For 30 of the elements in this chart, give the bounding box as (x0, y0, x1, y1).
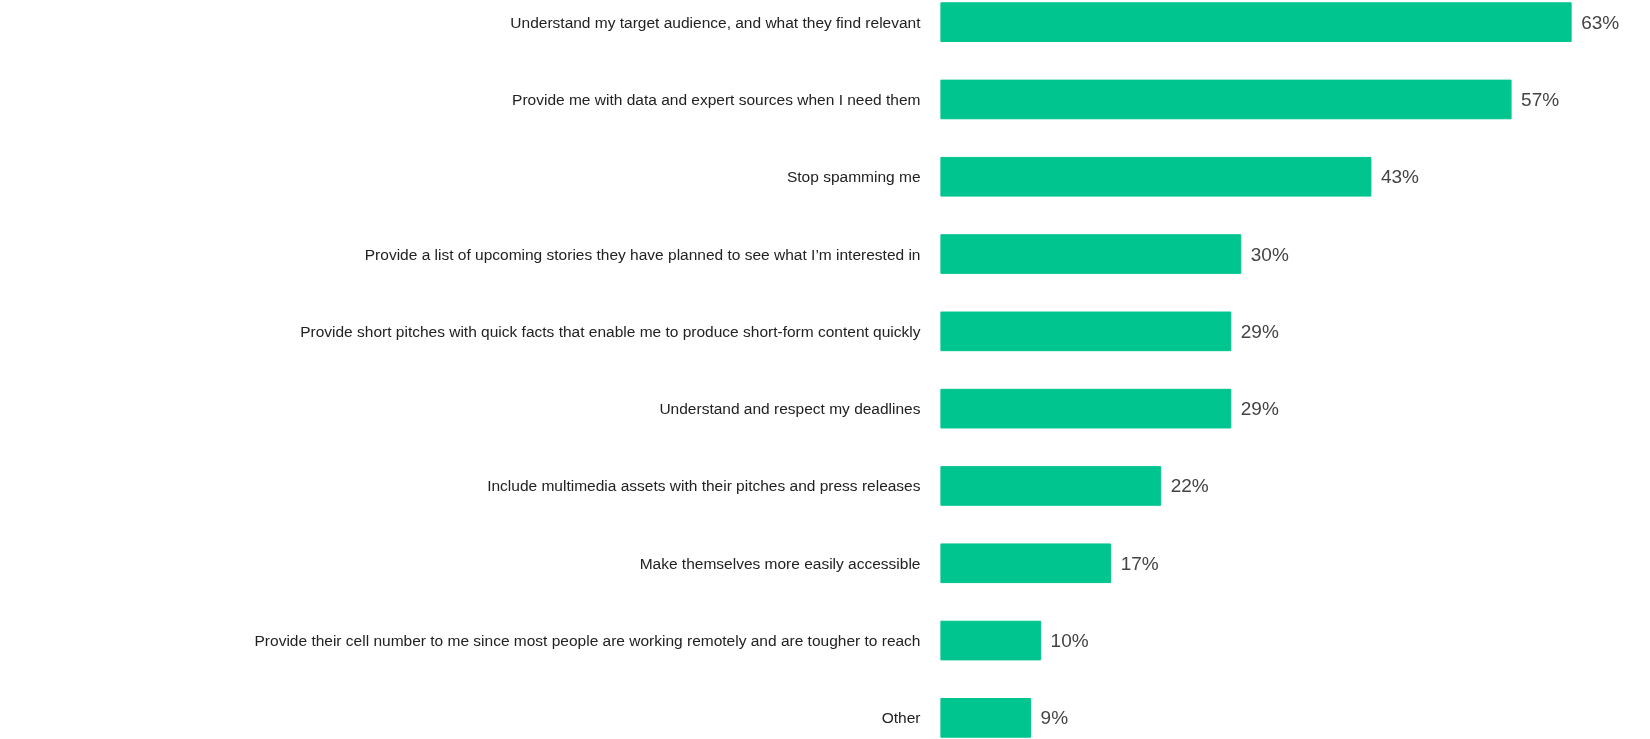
bar (940, 466, 1162, 506)
bar (940, 388, 1232, 429)
y-tick-label: Stop spamming me (786, 168, 921, 186)
y-tick-label: Other (881, 709, 921, 727)
data-label: 22% (1170, 475, 1209, 497)
data-label: 30% (1250, 243, 1289, 265)
data-label: 10% (1050, 630, 1089, 652)
data-label: 63% (1581, 11, 1620, 33)
bar (940, 79, 1512, 120)
bar (940, 311, 1232, 352)
bar (940, 234, 1242, 274)
data-label: 57% (1521, 88, 1560, 110)
bar (940, 543, 1112, 584)
y-tick-label: Understand and respect my deadlines (659, 400, 921, 418)
data-label: 17% (1120, 552, 1159, 574)
bar (940, 2, 1572, 42)
y-tick-label: Understand my target audience, and what they find relevant (510, 13, 922, 31)
bar (940, 620, 1042, 661)
bar (940, 698, 1032, 738)
data-label: 9% (1040, 707, 1069, 729)
y-tick-label: Include multimedia assets with their pitches and press releases (487, 477, 921, 495)
y-tick-label: Provide me with data and expert sources when I need them (512, 90, 921, 108)
y-tick-label: Provide short pitches with quick facts that enable me to produce short-form content quickly (300, 322, 921, 340)
data-label: 29% (1240, 398, 1279, 420)
data-label: 43% (1380, 166, 1420, 188)
data-label: 29% (1240, 320, 1279, 342)
y-tick-label: Provide their cell number to me since most people are working remotely and are tougher to reach (254, 632, 921, 650)
bar (940, 156, 1372, 197)
y-tick-label: Provide a list of upcoming stories they have planned to see what I’m interested in (364, 245, 921, 263)
y-tick-label: Make themselves more easily accessible (639, 554, 921, 572)
